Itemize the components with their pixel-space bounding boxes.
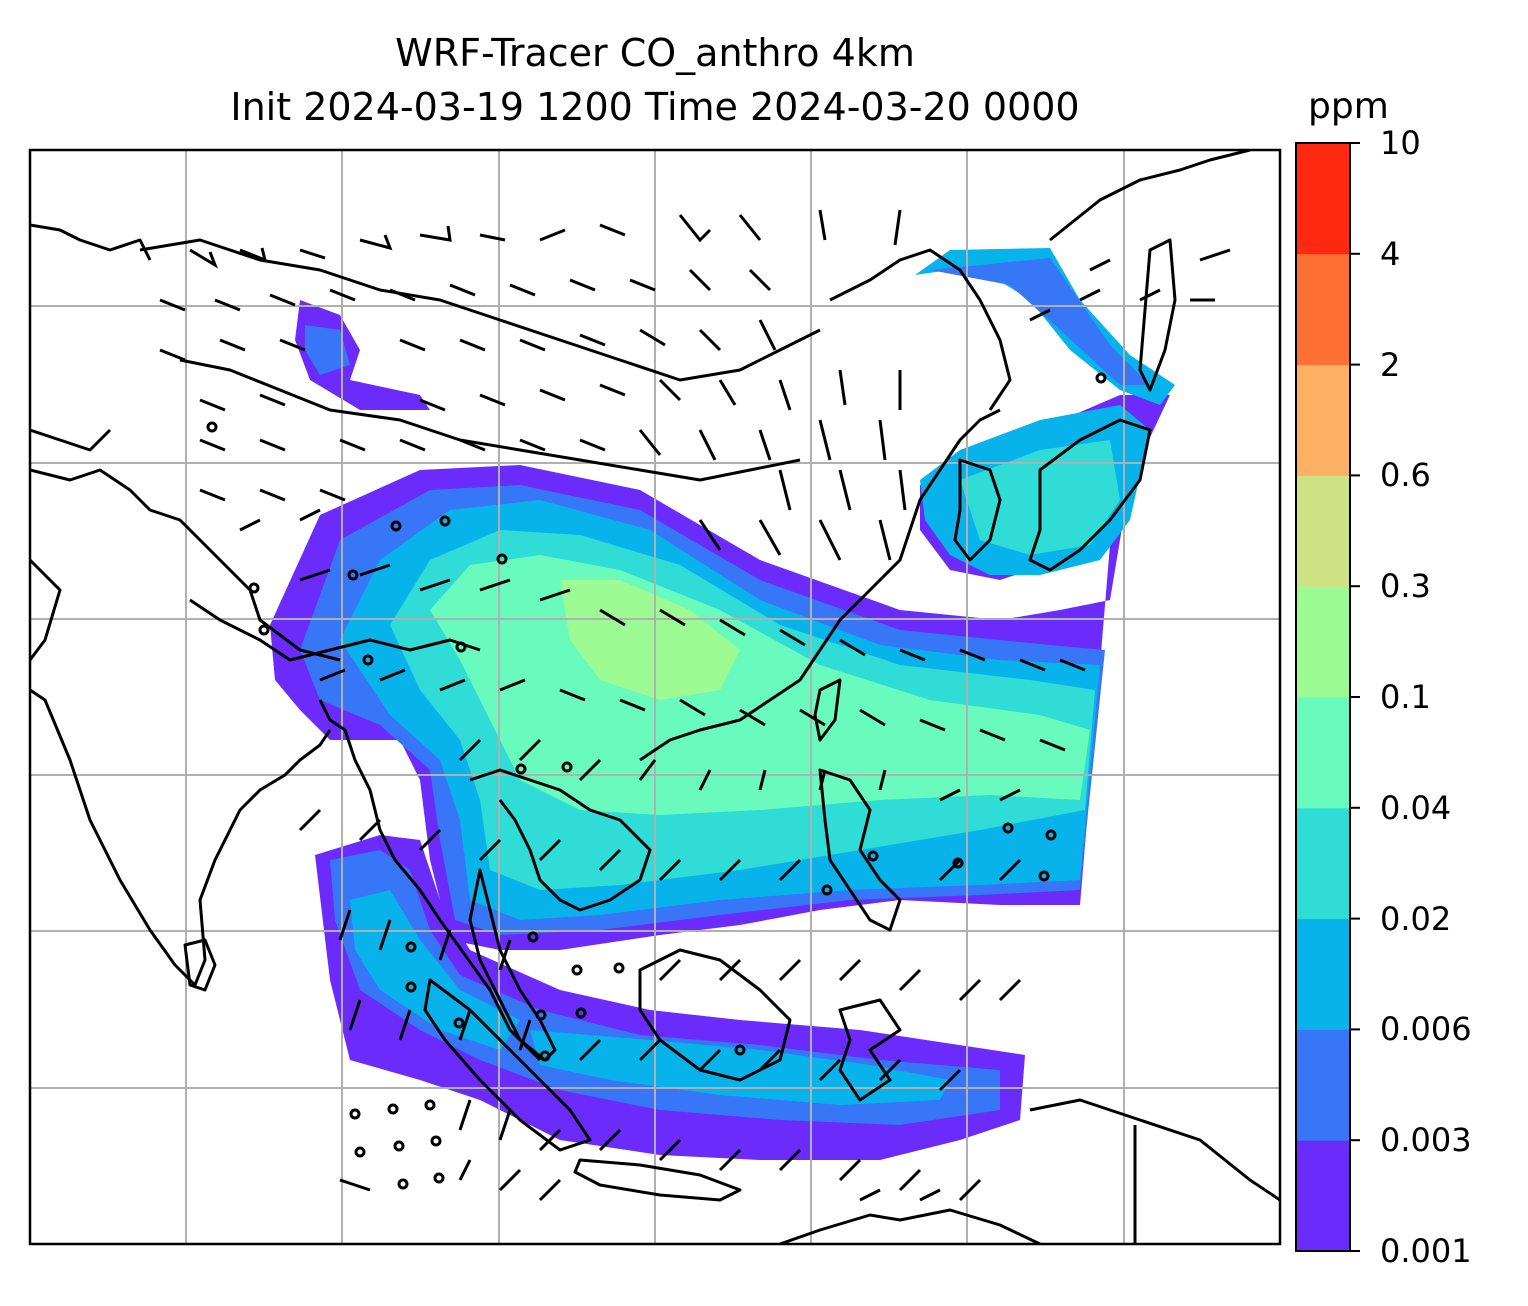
colorbar-tick-label: 2: [1380, 345, 1401, 384]
coast-indochina: [469, 768, 652, 912]
coast-india: [30, 558, 332, 987]
colorbar-segment: [1296, 1140, 1350, 1252]
coast-sulawesi: [838, 998, 902, 1102]
colorbar-segment: [1296, 475, 1350, 587]
colorbar-tick-label: 4: [1380, 234, 1401, 273]
coast-west-edge: [30, 223, 152, 452]
colorbar-tick-label: 0.04: [1380, 788, 1452, 827]
coast-new-guinea: [1029, 1098, 1280, 1244]
colorbar-segment: [1296, 143, 1350, 255]
map-title-line2: Init 2024-03-19 1200 Time 2024-03-20 000…: [230, 85, 1080, 129]
map-title-line1: WRF-Tracer CO_anthro 4km: [395, 31, 915, 75]
coast-japan: [1028, 418, 1152, 572]
colorbar-segment: [1296, 253, 1350, 366]
wind-barbs: [159, 209, 1231, 1202]
colorbar-segment: [1296, 918, 1350, 1030]
plume-south-mid: [330, 850, 1000, 1125]
coast-korea: [953, 458, 1002, 562]
gridlines: [30, 150, 1280, 1244]
coast-sri-lanka: [183, 938, 217, 992]
coast-russia-east: [1049, 150, 1251, 242]
colorbar-segment: [1296, 1029, 1350, 1141]
colorbar-tick-label: 0.001: [1380, 1232, 1472, 1270]
coast-java: [573, 1158, 742, 1202]
colorbar-tick-label: 10: [1380, 124, 1421, 162]
colorbar-tick-label: 0.003: [1380, 1121, 1472, 1160]
plume-mongolia-inner: [305, 325, 350, 375]
border-china-north: [179, 358, 801, 482]
colorbar-segment: [1296, 697, 1350, 809]
coast-taiwan: [813, 678, 842, 742]
colorbar-tick-label: 0.02: [1380, 899, 1452, 938]
colorbar: [1295, 142, 1360, 1252]
colorbar-segment: [1296, 364, 1350, 476]
calm-markers: [206, 372, 1107, 1190]
colorbar-tick-label: 0.1: [1380, 678, 1431, 716]
colorbar-tick-label: 0.3: [1380, 567, 1431, 606]
coast-australia-north: [779, 1208, 1041, 1244]
coast-sakhalin: [1138, 238, 1177, 392]
plume-core: [560, 580, 740, 700]
plume-mongolia: [295, 300, 430, 410]
colorbar-tick-label: 0.006: [1380, 1010, 1472, 1049]
coast-philippines: [818, 768, 902, 932]
border-russia-china: [829, 248, 1012, 411]
border-mongolia: [139, 238, 821, 382]
coast-bay-of-bengal: [318, 699, 542, 1062]
border-south-asia: [30, 468, 341, 662]
tracer-plume: [270, 248, 1175, 1160]
colorbar-unit-label: ppm: [1308, 86, 1389, 127]
coast-china: [639, 408, 1001, 762]
colorbar-segment: [1296, 807, 1350, 920]
map-frame: [28, 148, 1282, 1246]
coast-borneo: [638, 948, 792, 1082]
coast-sumatra: [423, 978, 592, 1152]
border-himalaya: [189, 598, 481, 662]
plume-java-band: [530, 1030, 950, 1105]
colorbar-tick-label: 0.6: [1380, 456, 1431, 495]
plume-north-east-arc-edge: [930, 258, 1150, 385]
coastlines: [30, 150, 1280, 1244]
colorbar-segment: [1296, 586, 1350, 698]
map-content: [30, 150, 1280, 1244]
